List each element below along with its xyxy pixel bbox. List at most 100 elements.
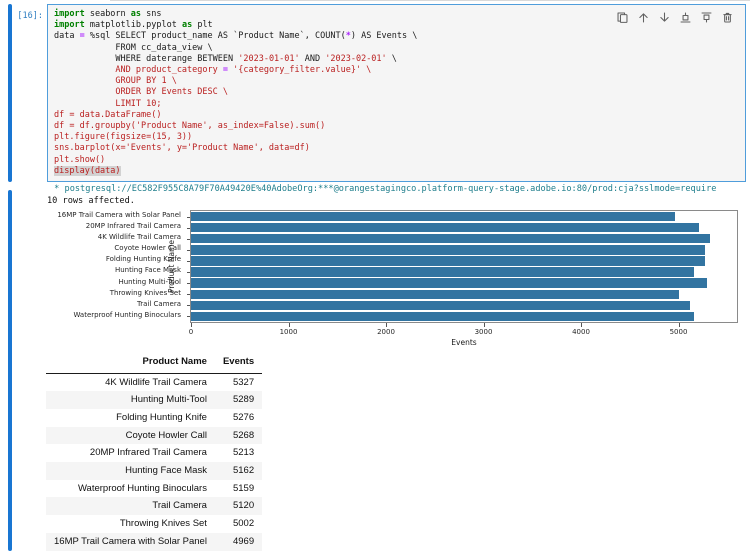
table-row: Coyote Howler Call 5268 — [46, 426, 263, 445]
y-tick-label: Trail Camera — [137, 299, 181, 308]
events-cell: 5162 — [232, 465, 255, 477]
events-cell: 5213 — [232, 447, 255, 459]
move-cell-up-button[interactable] — [636, 10, 651, 25]
code-line: data = %sql SELECT product_name AS `Prod… — [54, 31, 418, 42]
y-tick-label: Hunting Face Mask — [114, 266, 181, 275]
events-cell: 5159 — [232, 482, 255, 494]
delete-cell-button[interactable] — [720, 10, 735, 25]
output-collapser[interactable] — [8, 190, 12, 551]
x-tick-mark — [386, 323, 387, 327]
chart-y-tick-labels: 16MP Trail Camera with Solar Panel 20MP I… — [30, 210, 186, 323]
code-cell-editor[interactable]: import seaborn as sns import matplotlib.p… — [47, 4, 746, 182]
code-line: plt.figure(figsize=(15, 3)) — [54, 132, 193, 143]
move-cell-down-icon — [660, 12, 669, 22]
chart-bar — [191, 289, 679, 299]
product-name-cell: Waterproof Hunting Binoculars — [77, 482, 207, 494]
insert-cell-above-icon — [680, 12, 691, 23]
x-tick-label: 3000 — [474, 328, 493, 336]
y-tick-label: Coyote Howler Call — [114, 244, 181, 253]
events-cell: 4969 — [232, 535, 255, 547]
code-line: ORDER BY Events DESC \ — [54, 87, 228, 98]
table-column-header: Product Name — [46, 352, 215, 374]
duplicate-cell-icon — [617, 12, 628, 23]
move-cell-up-icon — [639, 13, 648, 23]
code-line: LIMIT 10; — [54, 98, 162, 109]
events-cell: 5002 — [232, 518, 255, 530]
chart-bar — [191, 211, 676, 222]
product-name-cell: 4K Wildlife Trail Camera — [105, 376, 207, 388]
y-tick-label: Throwing Knives Set — [109, 288, 181, 297]
y-tick-label: Waterproof Hunting Binoculars — [73, 310, 181, 319]
chart-x-axis-label: Events — [451, 338, 477, 347]
table-row: Waterproof Hunting Binoculars 5159 — [46, 480, 262, 498]
product-name-cell: Hunting Face Mask — [125, 465, 207, 477]
y-tick-mark — [186, 216, 190, 218]
x-tick-label: 2000 — [377, 328, 395, 336]
x-tick-mark — [288, 323, 290, 327]
x-tick-mark — [581, 323, 582, 327]
insert-cell-above-button[interactable] — [678, 10, 693, 25]
chart-bar — [191, 245, 705, 255]
events-cell: 5120 — [232, 500, 255, 512]
input-collapser[interactable] — [8, 4, 12, 182]
x-tick-mark — [191, 323, 192, 327]
code-line: GROUP BY 1 \ — [54, 76, 177, 87]
y-tick-label: 16MP Trail Camera with Solar Panel — [57, 211, 181, 219]
code-line: WHERE daterange BETWEEN '2023-01-01' AND… — [54, 53, 397, 64]
table-column-header: Events — [214, 352, 263, 374]
move-cell-down-button[interactable] — [657, 10, 672, 25]
product-name-cell: Folding Hunting Knife — [116, 411, 207, 423]
chart-bar — [191, 234, 711, 244]
chart-bar — [191, 256, 706, 266]
table-row: 20MP Infrared Trail Camera 5213 — [46, 444, 262, 462]
product-name-cell: 16MP Trail Camera with Solar Panel — [54, 535, 207, 547]
chart-bar — [191, 300, 691, 311]
duplicate-cell-button[interactable] — [615, 10, 630, 25]
code-line: AND product_category = '{category_filter… — [54, 65, 372, 76]
table-row: Trail Camera 5120 — [46, 497, 263, 516]
insert-cell-below-button[interactable] — [699, 10, 714, 25]
x-tick-label: 1000 — [279, 328, 298, 336]
product-name-cell: Trail Camera — [152, 500, 207, 512]
y-tick-mark — [186, 316, 190, 318]
dataframe-table: Product Name Events 4K Wildlife Trail Cam… — [46, 352, 263, 551]
y-tick-label: 20MP Infrared Trail Camera — [85, 222, 181, 231]
y-tick-mark — [186, 294, 190, 296]
x-tick-label: 0 — [188, 328, 194, 336]
code-line: df = data.DataFrame() — [54, 109, 162, 120]
cell-toolbar — [615, 10, 735, 25]
chart-bar — [191, 311, 694, 322]
product-name-cell: Throwing Knives Set — [119, 518, 207, 530]
product-name-cell: Coyote Howler Call — [125, 429, 207, 441]
y-tick-mark — [186, 305, 190, 307]
x-tick-mark — [678, 323, 680, 327]
y-tick-mark — [186, 249, 190, 251]
rows-affected-text: 10 rows affected. — [47, 196, 135, 206]
y-tick-label: Hunting Multi-Tool — [118, 277, 181, 286]
x-tick-label: 4000 — [572, 328, 590, 336]
y-tick-mark — [186, 238, 190, 240]
code-area: import seaborn as sns import matplotlib.p… — [54, 9, 625, 177]
page-top-divider — [110, 0, 750, 1]
product-name-cell: Hunting Multi-Tool — [130, 394, 207, 406]
x-tick-mark — [483, 323, 485, 327]
chart-bar — [191, 222, 700, 233]
y-tick-label: 4K Wildlife Trail Camera — [97, 233, 181, 242]
table-row: Throwing Knives Set 5002 — [46, 515, 262, 533]
code-line: plt.show() — [54, 154, 106, 165]
y-tick-mark — [186, 283, 190, 285]
events-cell: 5276 — [232, 411, 255, 423]
y-tick-mark — [186, 272, 190, 274]
y-tick-mark — [186, 227, 190, 229]
events-cell: 5289 — [232, 394, 255, 406]
table-row: Folding Hunting Knife 5276 — [46, 409, 262, 427]
insert-cell-below-icon — [701, 12, 712, 23]
delete-cell-icon — [723, 12, 732, 23]
code-line: df = df.groupby('Product Name', as_index… — [54, 121, 326, 132]
code-line: import matplotlib.pyplot as plt — [54, 20, 213, 31]
y-tick-mark — [186, 260, 190, 262]
table-row: 4K Wildlife Trail Camera 5327 — [46, 373, 262, 391]
chart-plot-area — [190, 210, 738, 323]
code-line: sns.barplot(x='Events', y='Product Name'… — [54, 143, 310, 154]
